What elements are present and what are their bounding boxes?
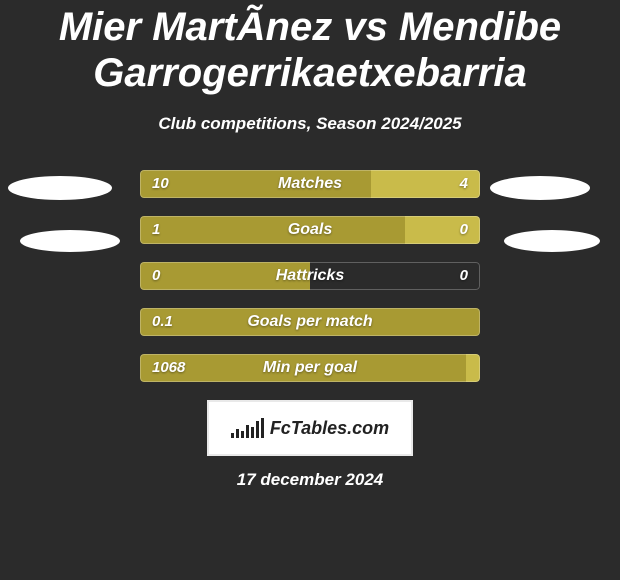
stat-bar-left [140, 170, 371, 198]
stat-bar-left [140, 308, 480, 336]
stat-value-left: 1 [152, 216, 160, 244]
stat-value-left: 1068 [152, 354, 185, 382]
stat-bar-right [405, 216, 480, 244]
stat-value-right: 4 [460, 170, 468, 198]
comparison-card: Mier MartÃ­nez vs Mendibe Garrogerrikaet… [0, 0, 620, 580]
date-label: 17 december 2024 [0, 470, 620, 490]
stat-bar-track [140, 308, 480, 336]
stat-bar-left [140, 262, 310, 290]
stat-bar-track [140, 170, 480, 198]
stat-value-right: 0 [460, 216, 468, 244]
stat-bar-left [140, 354, 466, 382]
brand-text: FcTables.com [270, 418, 389, 439]
stat-value-right: 0 [460, 262, 468, 290]
bar-chart-icon [231, 418, 264, 438]
stat-bar-right [466, 354, 480, 382]
stat-bar-left [140, 216, 405, 244]
stat-row: 0.1Goals per match [0, 308, 620, 336]
stat-bar-track [140, 262, 480, 290]
stat-value-left: 0.1 [152, 308, 173, 336]
stats-rows: 104Matches10Goals00Hattricks0.1Goals per… [0, 170, 620, 382]
stat-bar-track [140, 354, 480, 382]
stat-row: 104Matches [0, 170, 620, 198]
stat-row: 10Goals [0, 216, 620, 244]
brand-logo: FcTables.com [207, 400, 413, 456]
subtitle: Club competitions, Season 2024/2025 [0, 114, 620, 134]
stat-row: 00Hattricks [0, 262, 620, 290]
page-title: Mier MartÃ­nez vs Mendibe Garrogerrikaet… [0, 0, 620, 96]
stat-row: 1068Min per goal [0, 354, 620, 382]
stat-bar-track [140, 216, 480, 244]
stat-value-left: 10 [152, 170, 169, 198]
stat-value-left: 0 [152, 262, 160, 290]
